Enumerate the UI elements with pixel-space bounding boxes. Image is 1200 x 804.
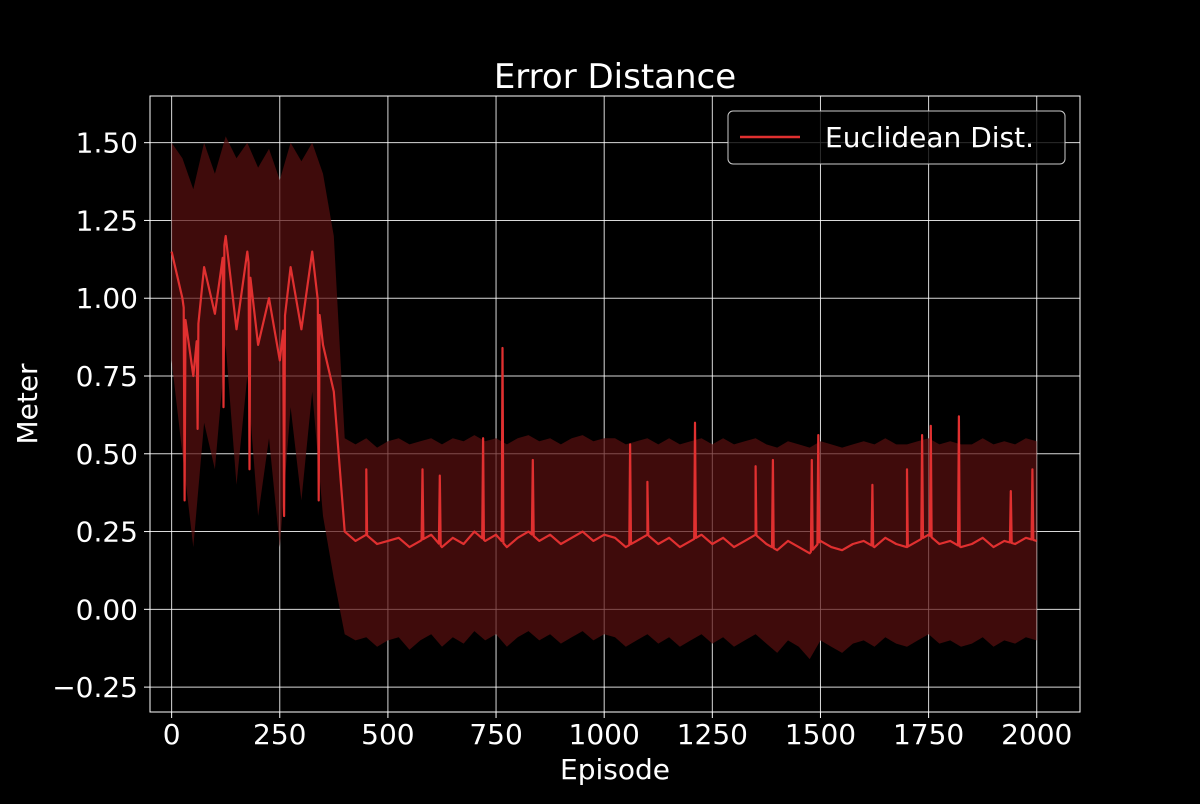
legend-label: Euclidean Dist. — [825, 121, 1034, 154]
x-axis-label: Episode — [560, 753, 670, 786]
legend-box — [727, 110, 1066, 165]
x-tick-label: 1000 — [569, 718, 640, 751]
y-tick-label: 1.25 — [76, 204, 138, 237]
series-lines — [170, 234, 1038, 555]
plot-frame — [149, 95, 1081, 713]
y-tick-label: 0.25 — [76, 516, 138, 549]
series-std-band — [171, 136, 1037, 660]
x-tick-label: 500 — [361, 718, 414, 751]
x-tick-label: 1250 — [677, 718, 748, 751]
x-tick-label: 1750 — [893, 718, 964, 751]
x-tick-label: 1500 — [785, 718, 856, 751]
y-tick-label: −0.25 — [52, 671, 138, 704]
legend: Euclidean Dist. — [727, 110, 1066, 165]
x-tick-label: 2000 — [1001, 718, 1072, 751]
y-tick-label: 0.00 — [76, 593, 138, 626]
x-tick-label: 0 — [163, 718, 181, 751]
series-line — [170, 234, 1038, 555]
axis-ticks: 0 250 500 750 1000 1250 1500 1750 2000 −0.25 0.00 0… — [52, 127, 1072, 751]
chart-title: Error Distance — [494, 57, 736, 97]
y-tick-label: 1.00 — [76, 282, 138, 315]
x-tick-label: 750 — [469, 718, 522, 751]
std-band — [171, 136, 1037, 660]
y-tick-label: 1.50 — [76, 127, 138, 160]
x-tick-label: 250 — [253, 718, 306, 751]
y-tick-label: 0.50 — [76, 438, 138, 471]
y-tick-label: 0.75 — [76, 360, 138, 393]
y-axis-label: Meter — [11, 363, 44, 445]
